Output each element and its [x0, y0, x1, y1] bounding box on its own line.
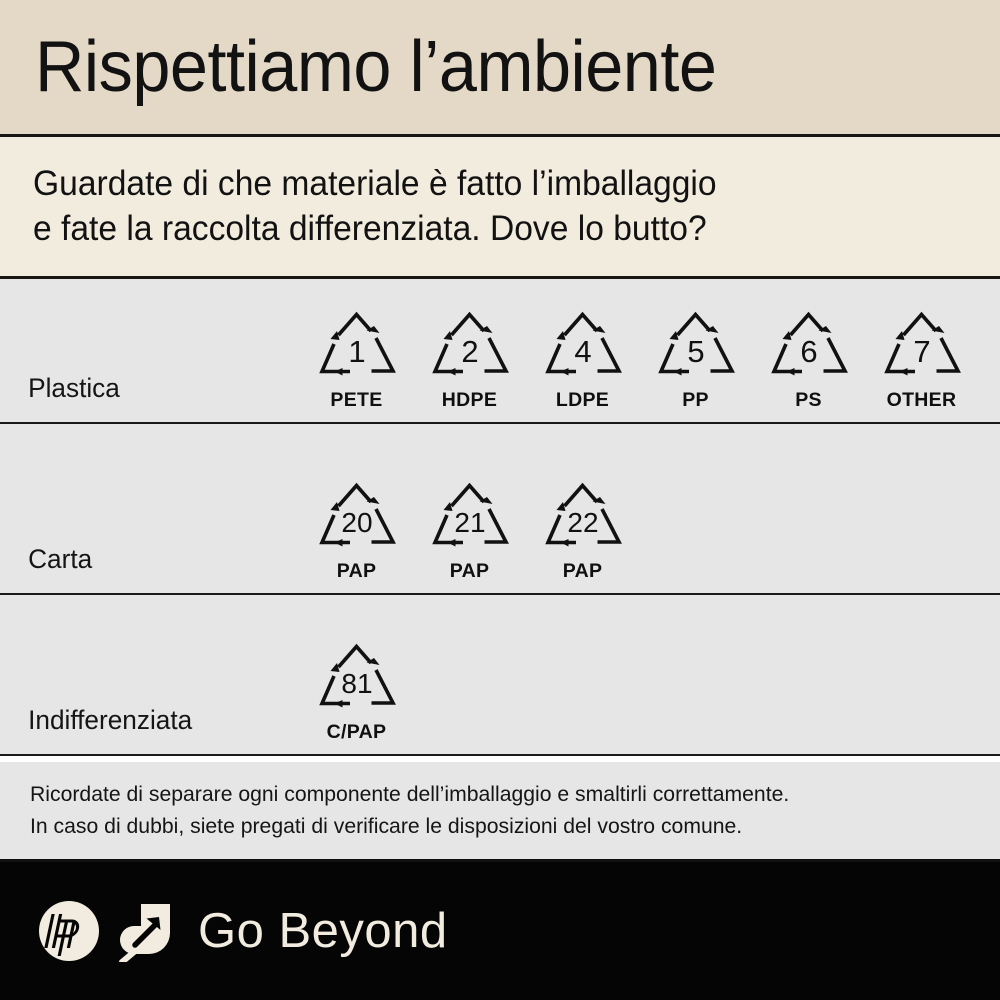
- footnote-block: Ricordate di separare ogni componente de…: [0, 762, 1000, 862]
- symbol-label: OTHER: [886, 389, 957, 411]
- header-band: Rispettiamo l’ambiente: [0, 0, 1000, 134]
- recycling-symbol: 81 C/PAP: [300, 641, 413, 744]
- symbol-group-carta: 20 PAP 21 PAP: [300, 480, 639, 593]
- table-row-carta: Carta 20 PAP: [0, 424, 1000, 595]
- symbol-label: PAP: [449, 560, 490, 582]
- symbol-label: HDPE: [441, 389, 498, 411]
- subtitle-line-1: Guardate di che materiale è fatto l’imba…: [33, 164, 717, 204]
- symbol-group-indifferenziata: 81 C/PAP: [300, 641, 413, 754]
- symbol-label: C/PAP: [326, 721, 387, 743]
- symbol-code: 6: [800, 334, 817, 369]
- brand-lockup: Go Beyond: [38, 900, 448, 962]
- footnote-line-1: Ricordate di separare ogni componente de…: [30, 782, 790, 807]
- mobius-triangle-icon: 81: [318, 643, 396, 708]
- materials-table: Plastica 1 PETE: [0, 279, 1000, 756]
- table-row-indifferenziata: Indifferenziata 81 C/PAP: [0, 595, 1000, 756]
- row-label-carta: Carta: [28, 544, 93, 574]
- symbol-code: 20: [341, 507, 372, 538]
- symbol-code: 81: [341, 668, 372, 699]
- recycling-symbol: 7 OTHER: [865, 309, 978, 412]
- symbol-label: PETE: [330, 389, 383, 411]
- recycling-symbol: 4 LDPE: [526, 309, 639, 412]
- symbol-code: 22: [567, 507, 598, 538]
- recycling-symbol: 21 PAP: [413, 480, 526, 583]
- row-label-indifferenziata: Indifferenziata: [28, 705, 193, 735]
- symbol-label: PP: [682, 389, 709, 411]
- table-row-plastica: Plastica 1 PETE: [0, 279, 1000, 424]
- footnote-line-2: In caso di dubbi, siete pregati di verif…: [30, 813, 743, 838]
- divider-header: [0, 134, 1000, 137]
- symbol-code: 4: [574, 334, 591, 369]
- symbol-code: 2: [461, 334, 478, 369]
- leaf-arrow-icon: [119, 904, 170, 962]
- recycling-symbol: 5 PP: [639, 309, 752, 412]
- mobius-triangle-icon: 20: [318, 482, 396, 547]
- mobius-triangle-icon: 2: [431, 311, 509, 376]
- recycling-symbol: 22 PAP: [526, 480, 639, 583]
- mobius-triangle-icon: 22: [544, 482, 622, 547]
- symbol-code: 1: [348, 334, 365, 369]
- symbol-label: LDPE: [555, 389, 610, 411]
- divider-subtitle: [0, 276, 1000, 279]
- subtitle-line-2: e fate la raccolta differenziata. Dove l…: [33, 208, 707, 248]
- brand-text: Go Beyond: [198, 904, 448, 958]
- mobius-triangle-icon: 7: [883, 311, 961, 376]
- symbol-code: 7: [913, 334, 930, 369]
- mobius-triangle-icon: 6: [770, 311, 848, 376]
- symbol-code: 5: [687, 334, 704, 369]
- mobius-triangle-icon: 5: [657, 311, 735, 376]
- recycling-symbol: 20 PAP: [300, 480, 413, 583]
- mobius-triangle-icon: 21: [431, 482, 509, 547]
- symbol-label: PAP: [336, 560, 377, 582]
- symbol-label: PS: [795, 389, 822, 411]
- mobius-triangle-icon: 1: [318, 311, 396, 376]
- page-title: Rispettiamo l’ambiente: [35, 27, 717, 107]
- subtitle-band: Guardate di che materiale è fatto l’imba…: [0, 137, 1000, 276]
- row-label-plastica: Plastica: [28, 373, 120, 403]
- symbol-code: 21: [454, 507, 485, 538]
- symbol-group-plastica: 1 PETE 2 HDPE: [300, 309, 978, 422]
- symbol-label: PAP: [562, 560, 603, 582]
- brand-footer: Go Beyond: [0, 862, 1000, 1000]
- recycling-symbol: 2 HDPE: [413, 309, 526, 412]
- mobius-triangle-icon: 4: [544, 311, 622, 376]
- recycling-symbol: 1 PETE: [300, 309, 413, 412]
- recycling-symbol: 6 PS: [752, 309, 865, 412]
- hp-logo-icon: [39, 901, 99, 961]
